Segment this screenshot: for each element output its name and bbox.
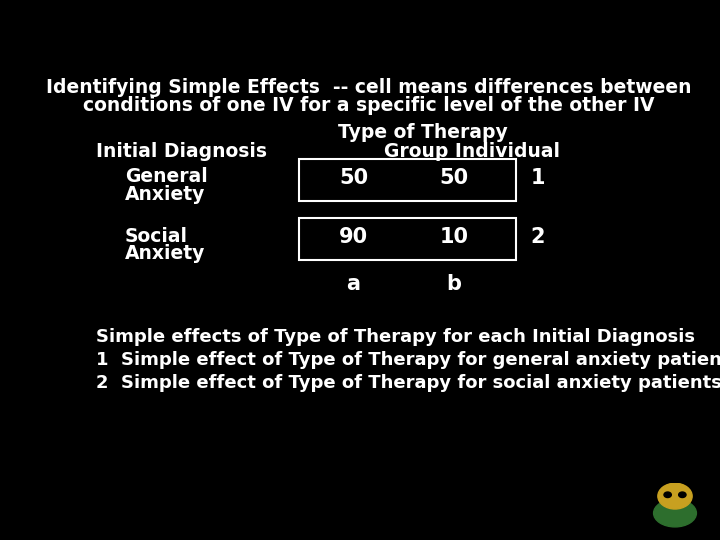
Text: Identifying Simple Effects  -- cell means differences between: Identifying Simple Effects -- cell means… <box>46 78 692 97</box>
Text: 10: 10 <box>440 227 469 247</box>
Ellipse shape <box>665 484 685 494</box>
Text: Social: Social <box>125 226 188 246</box>
Text: Anxiety: Anxiety <box>125 185 205 204</box>
Text: 50: 50 <box>440 168 469 188</box>
Text: 1: 1 <box>531 168 545 188</box>
Text: b: b <box>446 274 462 294</box>
Text: 2  Simple effect of Type of Therapy for social anxiety patients: 2 Simple effect of Type of Therapy for s… <box>96 374 720 393</box>
Circle shape <box>664 492 671 497</box>
Text: 50: 50 <box>339 168 368 188</box>
Text: 2: 2 <box>531 227 545 247</box>
Text: 1  Simple effect of Type of Therapy for general anxiety patients: 1 Simple effect of Type of Therapy for g… <box>96 351 720 369</box>
Text: Anxiety: Anxiety <box>125 244 205 263</box>
Text: Initial Diagnosis: Initial Diagnosis <box>96 142 267 161</box>
Circle shape <box>658 483 692 509</box>
Bar <box>300 218 516 260</box>
Text: a: a <box>346 274 361 294</box>
Ellipse shape <box>654 500 696 527</box>
Text: Simple effects of Type of Therapy for each Initial Diagnosis: Simple effects of Type of Therapy for ea… <box>96 328 696 346</box>
Bar <box>300 159 516 201</box>
Circle shape <box>679 492 686 497</box>
Text: conditions of one IV for a specific level of the other IV: conditions of one IV for a specific leve… <box>84 96 654 114</box>
Text: Type of Therapy: Type of Therapy <box>338 123 508 141</box>
Text: General: General <box>125 167 207 186</box>
Text: Group Individual: Group Individual <box>384 142 560 161</box>
Text: 90: 90 <box>339 227 368 247</box>
